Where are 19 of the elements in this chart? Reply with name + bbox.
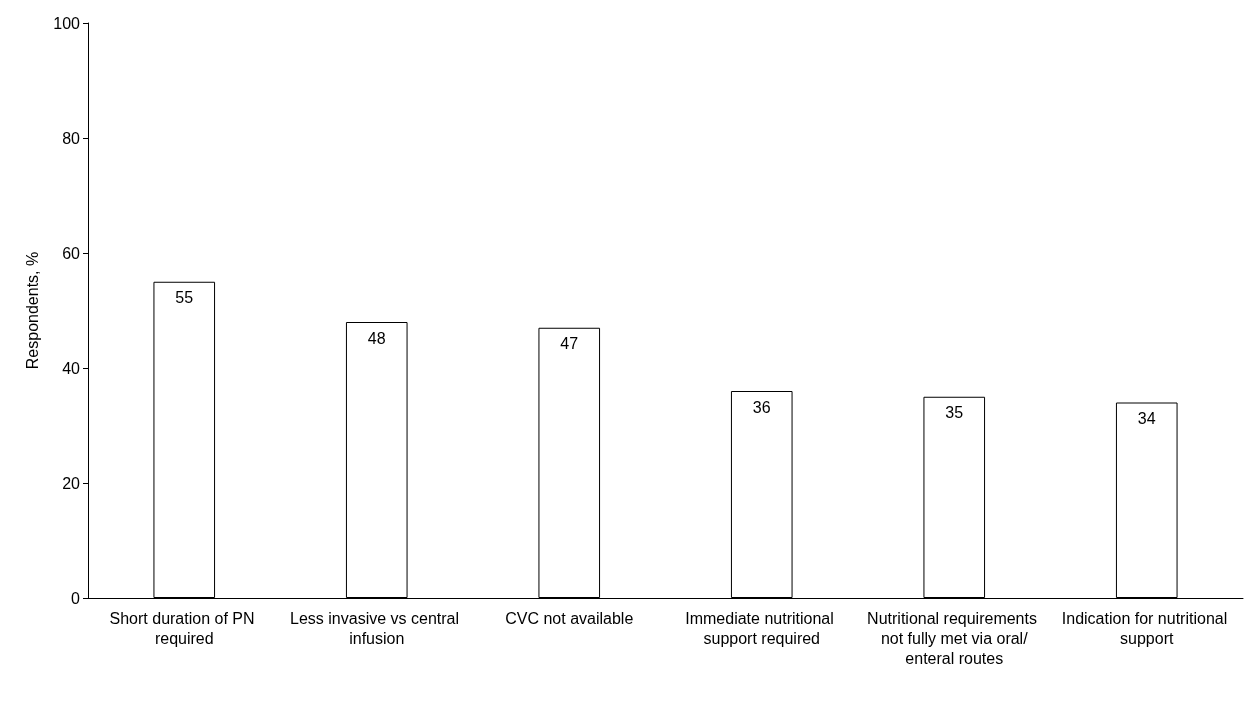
data-label: 48 [367,329,386,347]
x-tick-label: Indication for nutritional support [1061,609,1232,647]
x-tick-label: Short duration of PN required [109,609,259,647]
data-label: 55 [175,289,194,307]
x-tick-label: Immediate nutritional support required [685,609,839,647]
data-label: 35 [945,404,964,422]
data-label: 36 [752,398,771,416]
x-tick-label: CVC not available [505,609,634,627]
x-tick-label: Less invasive vs central infusion [290,609,464,647]
y-tick-label: 20 [62,474,81,492]
x-tick-label: Nutritional requirements not fully met via oral/enteral routes [867,609,1042,667]
y-tick-label: 40 [62,359,81,377]
data-label: 47 [560,335,579,353]
y-tick-label: 60 [62,244,81,262]
data-label: 34 [1137,410,1156,427]
y-tick-label: 100 [53,14,81,32]
y-axis-title: Respondents, % [23,251,41,370]
y-tick-label: 0 [71,589,81,607]
y-tick-label: 80 [62,129,81,147]
